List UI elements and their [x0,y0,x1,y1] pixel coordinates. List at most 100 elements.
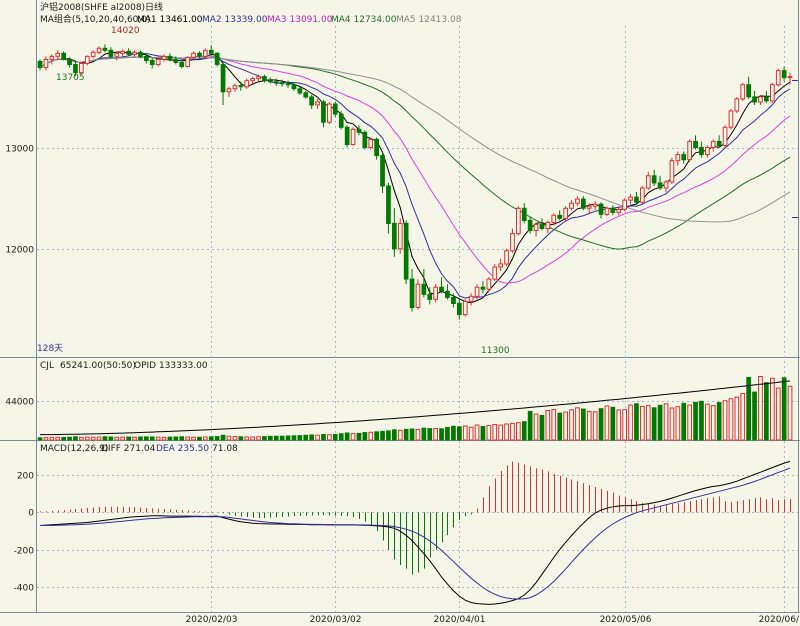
candle-down [764,96,769,102]
candle-up [504,250,509,265]
volume-bar [49,436,55,441]
volume-bar [445,426,450,441]
macd-diff-line [39,460,791,605]
volume-bar [327,434,332,441]
volume-bar [250,436,256,441]
volume-bar [362,432,368,441]
opid-line [40,380,791,436]
volume-bar [84,436,90,441]
candle-up [545,221,551,229]
candle-down [521,207,527,222]
volume-bar [409,428,415,441]
volume-bar [669,407,675,441]
volume-bar [155,436,161,441]
candle-down [37,60,43,69]
candle-down [303,92,309,98]
candle-down [126,50,132,55]
volume-bar [73,436,78,441]
candle-down [214,52,220,65]
volume-bar [716,402,722,441]
date-tick-label: 2020/03/02 [310,615,362,625]
macd-name: MACD(12,26,9) [40,444,108,454]
candle-down [208,49,214,54]
candle-up [770,84,775,102]
candle-up [628,196,633,201]
candle-down [344,126,350,146]
candle-down [309,96,314,106]
candle-up [203,49,208,57]
volume-bar [645,405,651,441]
days-count: 128天 [37,344,63,354]
candle-up [315,101,320,106]
candle-down [409,278,415,309]
volume-bar [563,411,568,441]
volume-name: CJL [40,361,54,371]
low-early-annotation: 13705 [56,73,85,83]
volume-bar [161,436,167,441]
volume-bar [149,436,155,441]
volume-bar [628,404,633,441]
ma1-label: MA1 13461.00 [137,15,203,25]
volume-bar [356,432,362,441]
volume-bar [521,421,527,441]
candle-up [415,283,421,309]
volume-bar [291,435,297,441]
candle-down [179,61,185,68]
candle-down [67,58,72,66]
volume-bar [386,430,391,441]
volume-bar [220,434,226,441]
candle-down [527,219,533,231]
macd-tick-label: 0 [28,509,34,519]
volume-bars [37,376,793,441]
candle-up [740,84,746,100]
candle-down [781,70,787,79]
candle-up [49,55,55,60]
candle-up [734,98,740,112]
candle-up [327,103,332,123]
candle-up [492,266,498,280]
date-tick-label: 2020/06/17 [759,615,800,625]
volume-bar [569,409,574,441]
candle-down [279,82,285,85]
candle-up [687,140,692,161]
candle-down [291,84,297,90]
volume-bar [462,425,468,441]
volume-bar [268,435,273,441]
date-tick-label: 2020/04/01 [434,615,486,625]
volume-bar [640,405,645,441]
candle-down [657,182,663,189]
candle-up [516,207,521,235]
candle-down [73,64,78,74]
candle-down [699,147,704,156]
candle-down [403,222,409,280]
volume-value: 65241.00(50:50) [60,361,136,371]
volume-bar [592,411,598,441]
volume-bar [132,436,137,441]
candle-down [439,286,444,292]
candle-down [108,49,114,57]
candle-up [474,286,480,297]
volume-bar [551,409,557,441]
macd-dea: DEA 235.50 [156,444,209,454]
volume-bar [728,398,734,441]
candle-down [262,76,267,82]
candle-down [374,138,379,157]
candle-up [120,50,126,54]
candle-down [598,203,604,215]
volume-bar [705,403,710,441]
volume-bar [722,400,728,441]
candle-up [569,202,574,209]
volume-bar [622,409,627,441]
volume-bar [421,427,427,441]
candle-down [362,131,368,149]
candle-up [226,88,232,93]
volume-bar [439,428,444,441]
candle-up [563,207,568,219]
volume-bar [262,436,267,441]
ma-group-label: MA组合(5,10,20,40,60,0) [40,13,151,25]
volume-bar [144,436,149,441]
candle-down [451,296,456,304]
volume-bar [634,403,639,441]
candle-down [268,80,273,83]
